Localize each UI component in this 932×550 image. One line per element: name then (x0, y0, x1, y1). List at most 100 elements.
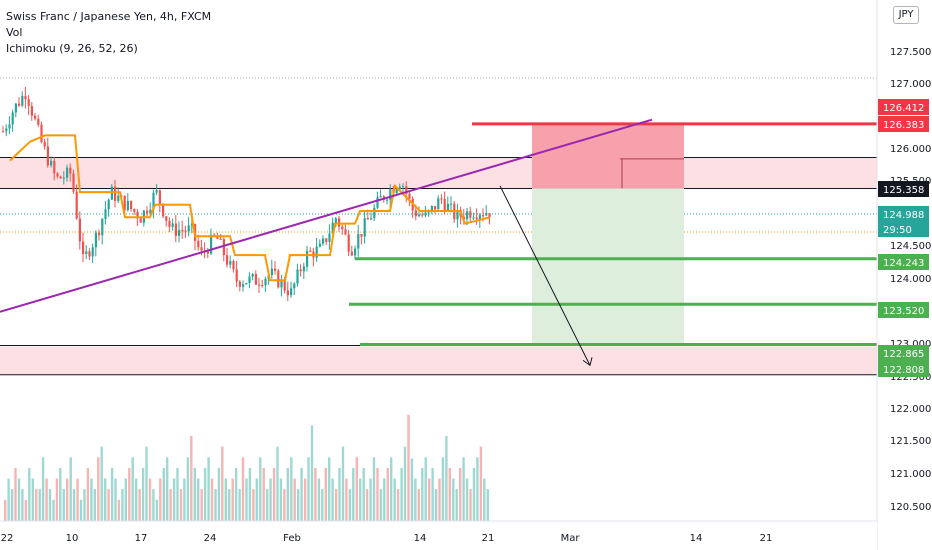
chart-legend: Swiss Franc / Japanese Yen, 4h, FXCM Vol… (6, 9, 211, 57)
volume-bar (107, 489, 110, 521)
candle (162, 203, 165, 219)
candle (379, 189, 382, 198)
candle-body (126, 201, 129, 211)
candle-body (200, 247, 203, 251)
candle (62, 171, 65, 185)
volume-bar (266, 489, 269, 521)
candle (107, 198, 110, 217)
price-axis-label-text: 126.412 (883, 103, 924, 114)
candle-body (197, 240, 200, 248)
candle-body (62, 177, 65, 179)
time-axis-tick: Mar (561, 533, 581, 544)
candle (347, 229, 350, 256)
candle-body (334, 218, 337, 223)
volume-bar (93, 489, 96, 521)
candle-body (162, 203, 165, 217)
volume-bar (372, 457, 376, 522)
candle-body (114, 186, 117, 201)
candle-body (30, 106, 33, 116)
candle (232, 259, 235, 273)
price-axis-label: 29:50 (878, 221, 929, 237)
candle-body (373, 207, 376, 219)
candle-body (395, 189, 398, 194)
candle (325, 238, 328, 246)
candle (350, 245, 353, 257)
volume-bar (341, 446, 345, 521)
candle (197, 234, 200, 251)
candle-body (360, 234, 363, 237)
projection-arrow (499, 185, 591, 366)
candle-body (277, 270, 280, 288)
candle (133, 208, 136, 216)
candle (152, 189, 155, 219)
volume-bar (90, 478, 93, 521)
candle-body (347, 234, 350, 252)
volume-bar (138, 489, 141, 521)
volume-bar (248, 467, 252, 521)
candle (270, 259, 273, 279)
currency-button[interactable]: JPY (893, 6, 919, 24)
candle-body (50, 160, 53, 166)
candle-body (261, 284, 264, 286)
time-axis-tick: 17 (135, 533, 148, 544)
volume-bar (83, 489, 86, 521)
volume-bar (183, 478, 186, 521)
candle (334, 216, 337, 228)
candle-body (5, 128, 8, 132)
volume-bar (479, 446, 483, 521)
volume-bar (465, 478, 469, 521)
candle (165, 216, 168, 227)
volume-bar (403, 446, 407, 521)
candle (290, 281, 293, 298)
candle (440, 194, 443, 205)
candle-body (53, 160, 56, 174)
candle-body (146, 210, 149, 214)
volume-bar (393, 478, 396, 521)
candle-body (290, 288, 293, 296)
candle-body (408, 193, 411, 199)
candle-body (402, 186, 405, 188)
candle (222, 237, 225, 262)
candle-body (117, 195, 120, 201)
candle (72, 169, 75, 195)
candle-body (34, 115, 37, 119)
candle (242, 280, 245, 292)
price-axis-label-bg (878, 181, 929, 197)
candle-body (11, 112, 14, 125)
candle-body (149, 209, 152, 214)
candle-body (485, 213, 488, 216)
candle-body (328, 233, 331, 242)
candle-body (101, 218, 104, 236)
volume-bar (379, 489, 383, 521)
volume-bar (417, 489, 420, 521)
volume-bar (4, 499, 7, 522)
candle-body (133, 208, 136, 212)
volume-bar (252, 489, 255, 521)
price-axis-label: 122.808 (878, 361, 929, 377)
candle-body (222, 239, 225, 256)
candle-body (466, 211, 469, 220)
volume-bar (10, 489, 14, 521)
volume-bar (135, 478, 138, 521)
symbol-title: Swiss Franc / Japanese Yen, 4h, FXCM (6, 10, 212, 23)
candle-body (274, 268, 277, 271)
candle-body (338, 218, 341, 227)
candle (309, 247, 312, 253)
volume-bar (41, 457, 45, 522)
candle-body (72, 173, 75, 192)
candle (59, 175, 62, 179)
candle-body (123, 195, 126, 211)
volume-bar (262, 467, 265, 521)
volume-bar (400, 467, 403, 521)
candle (53, 157, 56, 181)
candle (437, 195, 440, 210)
volume-bar (331, 478, 334, 521)
price-axis-tick: 124.500 (890, 241, 931, 252)
candle-body (482, 215, 485, 217)
volume-bar (307, 457, 310, 522)
price-axis-label-text: 122.808 (883, 365, 924, 376)
price-axis-label: 126.412 (878, 99, 929, 115)
resistance-zone (0, 157, 877, 189)
